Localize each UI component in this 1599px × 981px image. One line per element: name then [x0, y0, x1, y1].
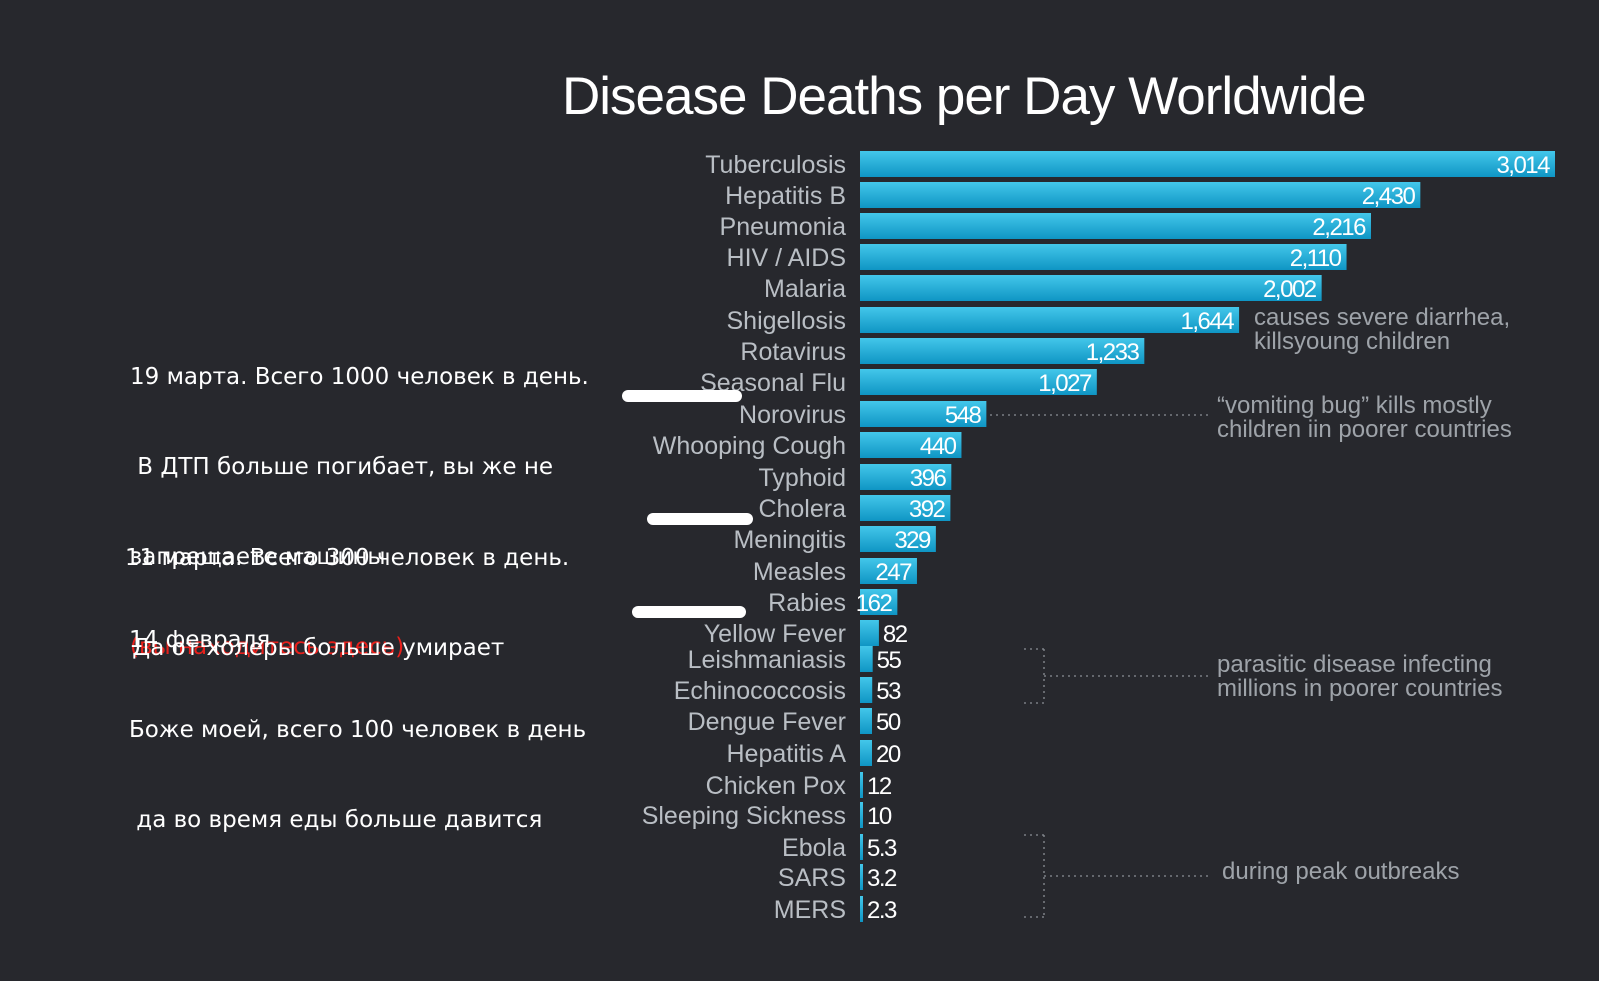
value-label: 20	[876, 741, 901, 768]
category-label: HIV / AIDS	[727, 244, 846, 272]
category-label: Cholera	[758, 495, 846, 523]
bar-typhoid	[860, 464, 952, 490]
category-label: Leishmaniasis	[688, 646, 846, 674]
overlay-note-march-19: 19 марта. Всего 1000 человек в день. В Д…	[130, 302, 589, 722]
note-line: В ДТП больше погибает, вы же не	[130, 454, 554, 480]
bar-whooping-cough	[860, 432, 962, 458]
bar-pneumonia	[860, 213, 1371, 239]
value-label: 1,233	[1086, 339, 1140, 366]
category-label: Hepatitis A	[726, 740, 846, 768]
bar-cholera	[860, 495, 951, 521]
annotation-shigellosis: causes severe diarrhea, killsyoung child…	[1254, 304, 1511, 355]
category-label: Shigellosis	[726, 307, 846, 335]
value-label: 1,027	[1038, 370, 1092, 397]
pointer-marker-cholera	[647, 513, 753, 525]
you-are-here-label: (вы находитесь здесь)	[130, 634, 405, 660]
value-label: 329	[894, 527, 931, 554]
bar-hepatitis-b	[860, 182, 1421, 208]
bar-yellow-fever	[860, 620, 879, 646]
note-line: Да от холеры больше умирает	[125, 635, 505, 661]
value-label: 2,002	[1263, 276, 1317, 303]
category-label: Ebola	[782, 834, 846, 862]
value-label: 53	[876, 678, 901, 705]
bar-hepatitis-a	[860, 740, 872, 766]
note-line: 14 февраля	[129, 627, 271, 653]
bar-sleeping-sickness	[860, 802, 863, 828]
value-label: 392	[909, 496, 946, 523]
category-label: Malaria	[764, 275, 846, 303]
annotation-parasitic: parasitic disease infecting millions in …	[1217, 651, 1503, 702]
value-label: 55	[877, 647, 902, 674]
pointer-marker-rabies	[632, 606, 746, 618]
value-label: 82	[883, 621, 908, 648]
category-label: Typhoid	[758, 464, 846, 492]
value-label: 2,110	[1290, 245, 1342, 272]
note-line: 19 марта. Всего 1000 человек в день.	[130, 364, 589, 390]
note-line: Боже моей, всего 100 человек в день	[129, 717, 587, 743]
value-label: 3.2	[867, 865, 897, 892]
category-label: Measles	[753, 558, 846, 586]
bar-rotavirus	[860, 338, 1145, 364]
bar-norovirus	[860, 401, 987, 427]
bar-leishmaniasis	[860, 646, 873, 672]
bar-dengue-fever	[860, 708, 872, 734]
value-label: 440	[920, 433, 957, 460]
value-label: 50	[876, 709, 901, 736]
value-label: 162	[856, 590, 893, 617]
value-label: 12	[867, 773, 892, 800]
value-label: 247	[875, 559, 912, 586]
bar-hiv-aids	[860, 244, 1347, 270]
category-label: Meningitis	[733, 526, 846, 554]
value-label: 548	[945, 402, 982, 429]
bar-chicken-pox	[860, 772, 863, 798]
overlay-note-feb-14: 14 февраля Боже моей, всего 100 человек …	[129, 565, 625, 895]
value-label: 2,216	[1312, 214, 1366, 241]
category-label: Chicken Pox	[706, 772, 847, 800]
bar-ebola	[860, 834, 863, 860]
value-label: 396	[910, 465, 947, 492]
overlay-note-march-11: 11 марта. Всего 300 человек в день. Да о…	[125, 483, 569, 723]
bar-sars	[860, 864, 863, 890]
value-label: 10	[867, 803, 892, 830]
category-label: Pneumonia	[720, 213, 847, 241]
category-label: SARS	[778, 864, 846, 892]
category-label: Rotavirus	[740, 338, 846, 366]
note-line: 11 марта. Всего 300 человек в день.	[125, 545, 570, 571]
category-label: MERS	[774, 896, 846, 924]
category-label: Echinococcosis	[674, 677, 846, 705]
category-label: Yellow Fever	[704, 620, 846, 648]
annotation-norovirus: “vomiting bug” kills mostly children iin…	[1217, 392, 1512, 443]
note-line: да во время еды больше давится	[129, 807, 543, 833]
bar-tuberculosis	[860, 151, 1555, 177]
value-label: 2,430	[1362, 183, 1416, 210]
value-label: 1,644	[1181, 308, 1235, 335]
category-label: Rabies	[768, 589, 846, 617]
value-label: 5.3	[867, 835, 897, 862]
bar-malaria	[860, 275, 1322, 301]
bar-measles	[860, 558, 917, 584]
pointer-marker-seasonal-flu	[622, 390, 742, 402]
category-label: Hepatitis B	[725, 182, 846, 210]
value-label: 2.3	[867, 897, 897, 924]
value-label: 3,014	[1496, 152, 1550, 179]
category-label: Whooping Cough	[653, 432, 846, 460]
bar-echinococcosis	[860, 677, 873, 703]
category-label: Sleeping Sickness	[642, 802, 846, 830]
bar-seasonal-flu	[860, 369, 1097, 395]
category-label: Dengue Fever	[688, 708, 846, 736]
category-label: Norovirus	[739, 401, 846, 429]
bar-rabies	[860, 589, 898, 615]
annotation-outbreaks: during peak outbreaks	[1222, 858, 1460, 885]
bar-shigellosis	[860, 307, 1240, 333]
bar-mers	[860, 896, 863, 922]
chart-title: Disease Deaths per Day Worldwide	[562, 67, 1367, 126]
bar-meningitis	[860, 526, 936, 552]
category-label: Tuberculosis	[705, 151, 846, 179]
note-line: запрещаете машины	[130, 544, 386, 570]
